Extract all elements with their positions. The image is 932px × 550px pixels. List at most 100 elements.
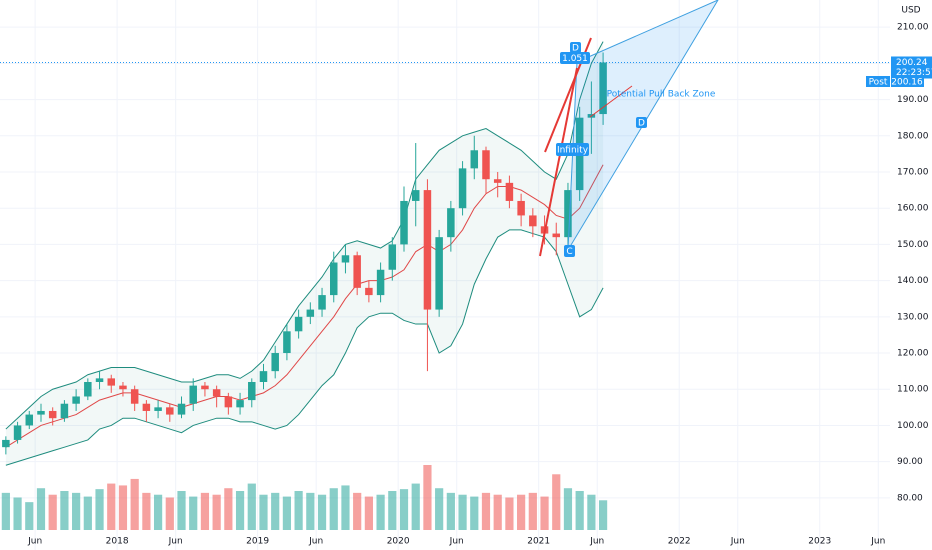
y-tick-label: 160.00 [897,204,929,214]
x-tick-label: 2022 [668,537,691,547]
volume-bar [552,474,561,530]
candle-body [177,403,186,415]
candle-body [166,407,174,415]
candle-body [517,200,525,216]
candle-body [224,396,233,408]
volume-bar [353,492,362,530]
volume-bar [505,497,514,530]
volume-bar [189,496,198,530]
volume-bar [306,492,315,530]
volume-bar [259,494,268,530]
candle-body [599,62,607,115]
volume-bar [247,483,256,530]
x-tick-label: 2018 [106,537,129,547]
volume-bar [1,492,10,530]
candle-body [248,381,256,401]
y-tick-label: 140.00 [897,276,929,286]
volume-bar [282,496,292,530]
volume-bar [13,497,22,530]
candle-body [365,287,373,296]
volume-bar [235,491,245,530]
volume-bar [153,494,163,530]
volume-bar [575,491,584,530]
volume-bar [446,492,455,530]
volume-bar [224,488,233,530]
band-lower [5,229,604,466]
candle-body [201,385,209,390]
band-fill [5,41,604,466]
candle-body [564,190,572,238]
candle-body [470,150,479,169]
x-tick-label: 2020 [387,537,410,547]
volume-bar [563,488,573,530]
volume-bar [107,483,116,530]
volume-bar [388,491,397,530]
candle-body [37,410,45,415]
x-tick-label: Jun [589,537,604,547]
candle-body [271,353,279,372]
band-upper [5,41,604,430]
volume-bar [364,496,373,530]
candle-body [458,168,467,209]
candle-body [119,385,127,390]
volume-bar [458,494,467,530]
infinity-label: Infinity [557,146,589,156]
candle-body [493,179,502,183]
candle-body [435,237,443,310]
x-tick-label: 2023 [808,537,831,547]
y-tick-label: 80.00 [897,493,923,503]
volume-bar [481,492,491,530]
point-d-label: D [572,44,579,54]
candle-body [212,389,221,397]
y-tick-label: 110.00 [897,385,929,395]
volume-bar [25,502,34,530]
volume-bar [598,500,608,530]
volume-bar [95,489,104,530]
candle-body [283,331,291,354]
candle-body [353,255,361,288]
candle-body [259,371,268,382]
volume-bar [399,489,409,530]
y-tick-label: 180.00 [897,131,929,141]
last-price-label: 200.24 [896,58,928,68]
candle-body [529,215,537,227]
currency-label: USD [901,6,920,16]
candle-body [60,403,69,419]
volume-bar [177,491,186,530]
trend-line [539,67,578,257]
y-tick-label: 100.00 [897,421,929,431]
volume-bar [587,494,596,530]
volume-bar [60,491,69,530]
volume-bar [528,492,537,530]
candle-body [376,269,385,296]
volume-bar [329,488,338,530]
candle-body [423,190,432,310]
candle-body [236,400,244,408]
harmonic-pattern: Potential Pull Back Zone D 1.051 Infinit… [539,0,719,257]
candle-body [84,381,92,397]
countdown-label: 22:23:57 [896,68,932,78]
y-tick-label: 150.00 [897,240,929,250]
candle-body [72,396,80,404]
x-tick-label: Jun [27,537,42,547]
volume-bar [435,488,444,530]
last-price-box [891,56,932,79]
volume-bar [411,483,420,530]
candle-body [25,414,34,426]
volume-bar [470,496,479,530]
volume-bar [341,485,350,530]
x-tick-label: 2019 [246,537,269,547]
x-tick-label: Jun [168,537,183,547]
volume-bar [48,494,57,530]
volume-bar [423,465,432,530]
volume-bar [72,492,81,530]
x-tick-label: Jun [730,537,745,547]
candle-body [306,309,315,317]
candle-body [482,150,490,180]
candle-body [330,262,338,296]
candle-body [142,403,151,411]
volume-bar [142,492,151,530]
volume-bar [493,494,502,530]
candle-body [447,208,455,238]
